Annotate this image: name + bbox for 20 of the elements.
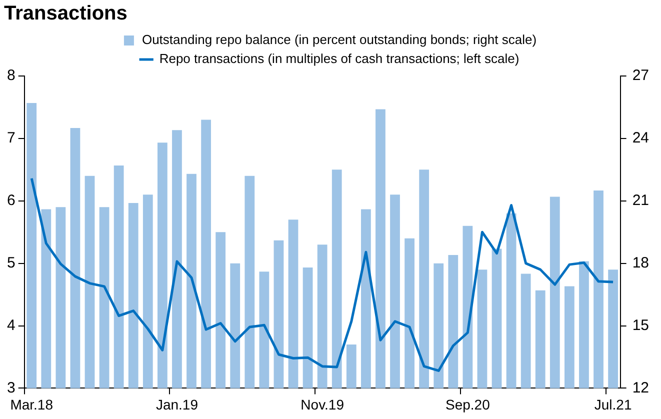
- y2-tick-label: 15: [632, 316, 650, 334]
- y2-tick-label: 21: [632, 192, 650, 210]
- y-tick-label: 3: [7, 379, 16, 396]
- y2-tick-label: 24: [632, 130, 650, 147]
- y-tick-label: 5: [7, 254, 16, 272]
- x-tick-label: Mar.18: [10, 396, 54, 412]
- x-tick-label: Sep.20: [446, 396, 490, 412]
- y2-tick-label: 12: [632, 379, 650, 396]
- y2-tick-label: 27: [632, 67, 650, 84]
- x-tick-label: Jul.21: [594, 396, 632, 412]
- y-tick-label: 4: [7, 316, 16, 334]
- legend-label: Outstanding repo balance (in percent outstanding bonds; right scale): [142, 32, 537, 48]
- y-tick-label: 8: [7, 67, 16, 84]
- y-tick-label: 7: [7, 130, 16, 147]
- chart-title: Transactions: [4, 2, 128, 25]
- y-tick-label: 6: [7, 192, 16, 210]
- y2-tick-label: 18: [632, 254, 650, 272]
- x-tick-label: Nov.19: [300, 396, 344, 412]
- x-tick-label: Jan.19: [156, 396, 198, 412]
- legend-label: Repo transactions (in multiples of cash transactions; left scale): [159, 51, 520, 66]
